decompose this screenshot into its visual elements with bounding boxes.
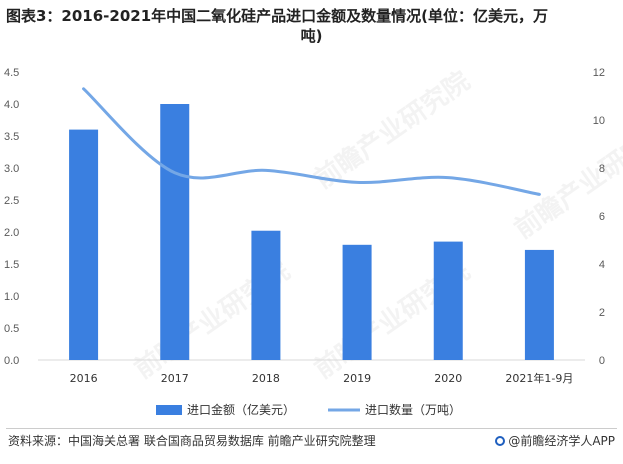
y-right-tick-label: 2 [599, 307, 605, 319]
bar [524, 249, 554, 360]
y-right-tick-label: 8 [599, 163, 605, 175]
chart-title-line2: 吨) [300, 27, 323, 45]
y-left-tick-label: 4.0 [4, 99, 19, 111]
x-tick-label: 2017 [161, 372, 189, 385]
y-right-tick-label: 6 [599, 211, 605, 223]
bar [69, 129, 99, 360]
y-right-tick-label: 10 [593, 115, 605, 127]
bar [251, 230, 281, 360]
footer-divider [6, 428, 617, 429]
chart-title: 图表3：2016-2021年中国二氧化硅产品进口金额及数量情况(单位：亿美元，万… [6, 6, 617, 46]
legend-label-bar: 进口金额（亿美元） [187, 402, 295, 417]
bar [433, 241, 463, 360]
legend-swatch-bar [156, 405, 182, 415]
line-series-quantity [82, 87, 541, 196]
x-tick-label: 2020 [434, 372, 462, 385]
y-right-tick-label: 12 [593, 67, 605, 79]
y-left-tick-label: 4.5 [4, 67, 19, 79]
y-right-tick-label: 4 [599, 259, 605, 271]
y-right-tick-label: 0 [599, 355, 605, 367]
x-tick-label: 2018 [252, 372, 280, 385]
y-left-tick-label: 0.5 [4, 323, 19, 335]
bar [342, 244, 372, 360]
y-left-tick-label: 3.5 [4, 131, 19, 143]
y-left-tick-label: 1.5 [4, 259, 19, 271]
brand-logo-icon [495, 435, 506, 446]
x-tick-label: 2019 [343, 372, 371, 385]
brand-credit-text: @前瞻经济学人APP [508, 434, 615, 448]
bar [160, 104, 190, 360]
y-left-tick-label: 0.0 [4, 355, 19, 367]
x-tick-label: 2016 [70, 372, 98, 385]
y-left-tick-label: 2.5 [4, 195, 19, 207]
y-left-tick-label: 3.0 [4, 163, 19, 175]
source-note: 资料来源：中国海关总署 联合国商品贸易数据库 前瞻产业研究院整理 [8, 434, 376, 448]
y-left-tick-label: 2.0 [4, 227, 19, 239]
brand-credit: @前瞻经济学人APP [495, 432, 615, 449]
y-left-tick-label: 1.0 [4, 291, 19, 303]
chart-title-line1: 图表3：2016-2021年中国二氧化硅产品进口金额及数量情况(单位：亿美元，万 [6, 7, 549, 25]
x-tick-label: 2021年1-9月 [505, 371, 573, 385]
legend-label-line: 进口数量（万吨） [365, 402, 461, 417]
